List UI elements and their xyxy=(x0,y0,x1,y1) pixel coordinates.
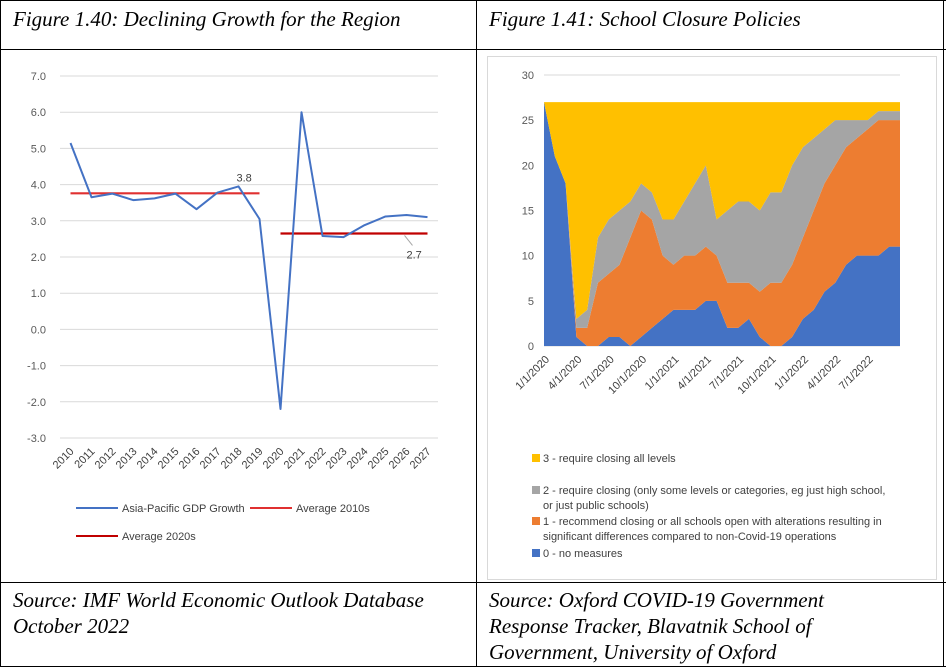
x-tick-label: 2020 xyxy=(261,446,287,472)
x-tick-label: 1/1/2022 xyxy=(772,354,811,393)
gdp-growth-chart: 7.0 6.0 5.0 4.0 3.0 2.0 1.0 0.0 -1.0 -2.0 -3.0 2010… xyxy=(27,71,438,543)
legend-label-line: 1 - recommend closing or all schools ope… xyxy=(543,516,882,528)
y-tick-label: 15 xyxy=(522,206,534,218)
y-tick-label: 30 xyxy=(522,70,534,82)
left-source-line1: Source: IMF World Economic Outlook Datab… xyxy=(13,588,424,612)
legend-label-line: significant differences compared to non-… xyxy=(543,531,837,543)
legend-label: 3 - require closing all levels xyxy=(543,453,676,465)
y-tick-label: 6.0 xyxy=(31,107,46,119)
x-tick-label: 2012 xyxy=(93,446,119,472)
right-source: Source: Oxford COVID-19 Government Respo… xyxy=(489,587,939,665)
x-tick-label: 2027 xyxy=(408,446,434,472)
y-tick-label: 7.0 xyxy=(31,71,46,83)
x-tick-label: 2014 xyxy=(135,446,161,472)
x-tick-label: 2016 xyxy=(177,446,203,472)
annotation-label-2010s: 3.8 xyxy=(237,172,252,184)
table-border-source xyxy=(0,582,946,583)
y-tick-label: -3.0 xyxy=(27,433,46,445)
y-tick-label: 2.0 xyxy=(31,252,46,264)
legend-label-line: or just public schools) xyxy=(543,500,649,512)
gdp-growth-line xyxy=(69,111,428,411)
x-tick-label: 2025 xyxy=(366,446,392,472)
y-tick-label: -1.0 xyxy=(27,361,46,373)
legend-label-line: 3 - require closing all levels xyxy=(543,453,676,465)
table-border-top xyxy=(0,0,946,1)
table-border-left xyxy=(0,0,1,667)
x-tick-label: 2026 xyxy=(387,446,413,472)
x-tick-label: 2022 xyxy=(303,446,329,472)
legend-label: Average 2020s xyxy=(122,531,196,543)
x-tick-label: 4/1/2022 xyxy=(805,354,844,393)
annotation-leader-line xyxy=(404,235,413,246)
left-source: Source: IMF World Economic Outlook Datab… xyxy=(13,587,473,639)
gdp-chart-panel: 7.0 6.0 5.0 4.0 3.0 2.0 1.0 0.0 -1.0 -2.0 -3.0 2010… xyxy=(8,58,468,572)
y-tick-label: 20 xyxy=(522,160,534,172)
area-series-3 xyxy=(544,102,900,319)
y-tick-label: 0.0 xyxy=(31,324,46,336)
y-tick-label: 3.0 xyxy=(31,216,46,228)
x-tick-label: 2015 xyxy=(156,446,182,472)
legend-label: Asia-Pacific GDP Growth xyxy=(122,503,245,515)
area-series-1 xyxy=(544,102,900,346)
x-tick-label: 1/1/2020 xyxy=(513,354,552,393)
table-border-bottom xyxy=(0,666,946,667)
table-border-title xyxy=(0,49,946,50)
legend-label: Average 2010s xyxy=(296,503,370,515)
table-border-right xyxy=(943,0,944,667)
legend-swatch xyxy=(532,454,540,462)
right-source-line1: Source: Oxford COVID-19 Government xyxy=(489,588,824,612)
left-source-line2: October 2022 xyxy=(13,614,130,638)
legend-swatch xyxy=(532,486,540,494)
legend-label: 1 - recommend closing or all schools ope… xyxy=(543,516,882,543)
left-figure-title: Figure 1.40: Declining Growth for the Re… xyxy=(13,7,401,31)
x-tick-label: 2011 xyxy=(72,446,97,471)
school-closure-panel: 30 25 20 15 10 5 0 1/1/2020 4/1/2020 7/1/2020 10/1… xyxy=(487,56,937,580)
x-tick-label: 2017 xyxy=(198,446,224,472)
area-series-0 xyxy=(544,102,900,346)
x-tick-label: 2019 xyxy=(240,446,266,472)
legend-swatch xyxy=(532,517,540,525)
y-tick-label: 1.0 xyxy=(31,288,46,300)
x-tick-label: 1/1/2021 xyxy=(643,354,682,393)
x-tick-label: 4/1/2021 xyxy=(675,354,714,393)
y-tick-label: 5 xyxy=(528,296,534,308)
x-tick-label: 2023 xyxy=(324,446,350,472)
y-tick-label: 4.0 xyxy=(31,180,46,192)
table-border-middle xyxy=(476,0,477,667)
area-series-2 xyxy=(544,102,900,328)
legend-label: 0 - no measures xyxy=(543,548,623,560)
x-tick-label: 2018 xyxy=(219,446,245,472)
y-tick-label: 10 xyxy=(522,251,534,263)
x-tick-label: 2021 xyxy=(282,446,308,472)
x-tick-label: 2010 xyxy=(51,446,77,472)
x-tick-label: 2024 xyxy=(345,446,371,472)
y-tick-label: -2.0 xyxy=(27,397,46,409)
annotation-label-2020s: 2.7 xyxy=(407,249,422,261)
x-tick-label: 4/1/2020 xyxy=(546,354,585,393)
right-source-line2: Response Tracker, Blavatnik School of xyxy=(489,614,812,638)
school-closure-chart: 3025201510501/1/20204/1/20207/1/202010/1… xyxy=(513,70,900,560)
legend-label-line: 2 - require closing (only some levels or… xyxy=(543,485,885,497)
legend-label-line: 0 - no measures xyxy=(543,548,623,560)
legend-label: 2 - require closing (only some levels or… xyxy=(543,485,885,512)
x-tick-label: 2013 xyxy=(114,446,140,472)
right-source-line3: Government, University of Oxford xyxy=(489,640,777,664)
legend-swatch xyxy=(532,549,540,557)
y-tick-label: 0 xyxy=(528,341,534,353)
x-tick-label: 7/1/2022 xyxy=(837,354,876,393)
y-tick-label: 25 xyxy=(522,115,534,127)
right-figure-title: Figure 1.41: School Closure Policies xyxy=(489,7,801,31)
y-tick-label: 5.0 xyxy=(31,143,46,155)
